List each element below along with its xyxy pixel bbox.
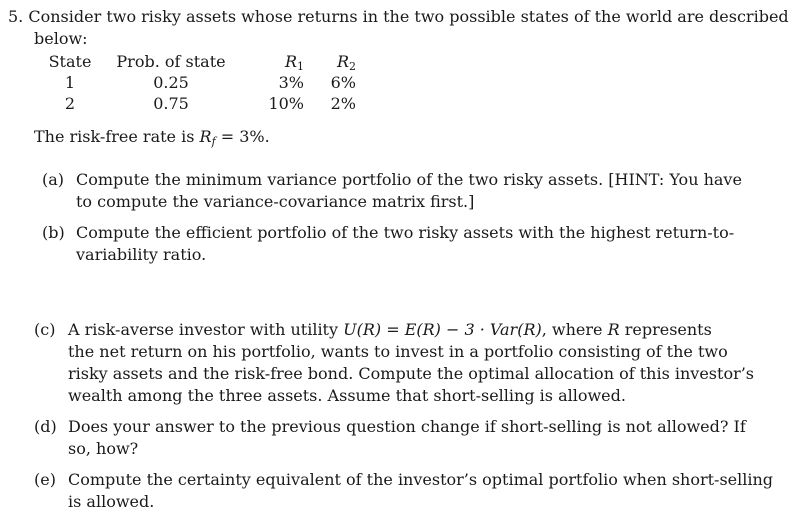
part-b-line2: variability ratio. — [76, 245, 207, 264]
part-c-text-a: A risk-averse investor with utility — [68, 320, 344, 339]
part-b-label: (b) — [42, 223, 65, 242]
riskfree-prefix: The risk-free rate is — [34, 127, 200, 146]
riskfree-sub: f — [211, 135, 216, 148]
part-c-line3: risky assets and the risk-free bond. Com… — [68, 364, 755, 383]
cell-r1: 3% — [278, 73, 304, 92]
header-r2-symbol: R — [336, 52, 349, 71]
header-r2-sub: 2 — [349, 60, 356, 73]
cell-prob: 0.75 — [153, 94, 189, 113]
riskfree-symbol: R — [199, 127, 212, 146]
part-d-line2: so, how? — [68, 439, 139, 458]
header-state: State — [48, 52, 92, 71]
part-c-line4: wealth among the three assets. Assume th… — [68, 386, 626, 405]
part-e-line2: is allowed. — [68, 492, 155, 511]
header-r1-sub: 1 — [297, 60, 304, 73]
part-e-label: (e) — [34, 470, 56, 489]
part-e-line1: Compute the certainty equivalent of the … — [68, 470, 774, 489]
table-header-row: State Prob. of state R1 R2 — [40, 51, 356, 72]
table-row: 1 0.25 3% 6% — [40, 72, 356, 93]
state-returns-table: State Prob. of state R1 R2 1 0.25 3% 6% … — [40, 51, 356, 114]
cell-state: 1 — [64, 73, 76, 92]
cell-r2: 6% — [330, 73, 356, 92]
problem-intro-text: Consider two risky assets whose returns … — [28, 7, 789, 26]
cell-prob: 0.25 — [153, 73, 189, 92]
header-r1: R1 — [242, 51, 304, 72]
part-b-line1: Compute the efficient portfolio of the t… — [76, 223, 735, 242]
part-c-line2: the net return on his portfolio, wants t… — [68, 342, 728, 361]
header-prob: Prob. of state — [116, 52, 226, 71]
cell-state: 2 — [64, 94, 76, 113]
return-symbol: R — [607, 320, 620, 339]
utility-formula: U(R) = E(R) − 3 · Var(R) — [343, 320, 542, 339]
part-c-label: (c) — [34, 320, 56, 339]
part-a-line2: to compute the variance-covariance matri… — [76, 192, 475, 211]
header-r1-symbol: R — [284, 52, 297, 71]
part-c-line1: A risk-averse investor with utility U(R)… — [68, 319, 712, 341]
riskfree-suffix: = 3%. — [215, 127, 270, 146]
part-d-line1: Does your answer to the previous questio… — [68, 417, 746, 436]
problem-number: 5. — [8, 7, 24, 26]
riskfree-rate-line: The risk-free rate is Rf = 3%. — [34, 126, 270, 148]
part-a-line1: Compute the minimum variance portfolio o… — [76, 170, 742, 189]
cell-r1: 10% — [268, 94, 304, 113]
table-row: 2 0.75 10% 2% — [40, 93, 356, 114]
problem-intro-line2: below: — [34, 29, 88, 48]
header-r2: R2 — [304, 51, 356, 72]
cell-r2: 2% — [330, 94, 356, 113]
part-c-text-b: , where — [541, 320, 608, 339]
part-c-text-c: represents — [619, 320, 712, 339]
part-d-label: (d) — [34, 417, 57, 436]
problem-intro-line1: 5. Consider two risky assets whose retur… — [8, 6, 789, 28]
part-a-label: (a) — [42, 170, 65, 189]
